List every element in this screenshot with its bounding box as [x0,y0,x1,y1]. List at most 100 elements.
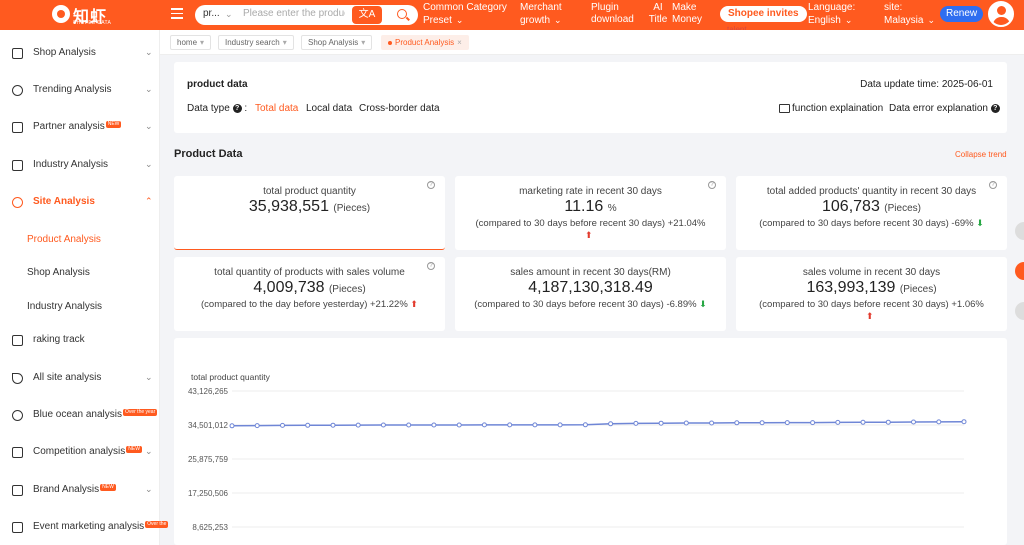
language-select[interactable]: Language: English ⌄ [808,2,868,27]
menu-toggle-icon[interactable] [171,8,183,20]
sidebar-subitem-product-analysis[interactable]: Product Analysis [27,234,101,245]
function-explaination-link[interactable]: function explaination [779,103,883,114]
side-widget-icon[interactable] [1015,262,1024,280]
sidebar-item-all-site-analysis[interactable]: All site analysis ⌄ [0,369,160,389]
help-icon[interactable]: ? [427,262,435,270]
collapse-trend-link[interactable]: Collapse trend [955,150,1007,159]
data-point[interactable] [481,422,487,428]
data-point[interactable] [835,419,841,425]
data-point[interactable] [330,422,336,428]
sidebar-subitem-shop-analysis[interactable]: Shop Analysis [27,267,90,278]
stat-value: 106,783 (Pieces) [736,198,1007,216]
help-icon[interactable]: ? [989,181,997,189]
side-widget-icon[interactable] [1015,302,1024,320]
crumb-label: Industry search [225,38,280,47]
data-point[interactable] [229,423,235,429]
data-error-explanation-link[interactable]: Data error explanation ? [889,103,1000,114]
nav-plugin-download[interactable]: Plugin download [591,2,636,26]
data-point[interactable] [885,419,891,425]
sidebar-item-event-marketing-analysis[interactable]: Event marketing analysis Over the [0,518,169,538]
data-point[interactable] [380,422,386,428]
data-point[interactable] [911,419,916,425]
data-type-local[interactable]: Local data [306,103,353,114]
crumb-product-analysis[interactable]: Product Analysis × [381,35,469,50]
data-point[interactable] [532,422,538,428]
search-type-select[interactable]: pr... ⌄ [203,8,233,19]
search-box: pr... ⌄ 文A [195,5,418,25]
data-point[interactable] [431,422,437,428]
data-type-total[interactable]: Total data [255,103,299,114]
sidebar-item-label: All site analysis [33,372,102,383]
data-point[interactable] [784,420,790,426]
data-point[interactable] [456,422,462,428]
data-point[interactable] [633,420,639,426]
site-select[interactable]: site: Malaysia ⌄ [884,2,939,27]
avatar[interactable] [988,1,1014,27]
data-point[interactable] [709,420,715,426]
help-icon[interactable]: ? [708,181,716,189]
data-point[interactable] [936,419,942,425]
question-icon[interactable]: ? [232,103,242,113]
sidebar-item-raking-track[interactable]: raking track [0,331,160,351]
stat-sales-amount[interactable]: sales amount in recent 30 days(RM) 4,187… [455,257,726,331]
data-point[interactable] [860,419,866,425]
stat-value: 4,009,738 (Pieces) [174,279,445,297]
nav-common-category-preset[interactable]: Common Category Preset ⌄ [423,2,508,27]
data-type-cross-border[interactable]: Cross-border data [359,103,440,114]
sidebar-item-label: Event marketing analysis Over the [33,521,169,532]
stat-sales-volume[interactable]: sales volume in recent 30 days 163,993,1… [736,257,1007,331]
shopee-invites-button[interactable]: Shopee invites [720,6,807,22]
data-point[interactable] [582,422,588,428]
nav-label: Plugin download [591,2,634,25]
sidebar-item-blue-ocean-analysis[interactable]: Blue ocean analysis Over the year [0,406,160,426]
ocean-icon [12,410,23,421]
sidebar-item-brand-analysis[interactable]: Brand Analysis NEW ⌄ [0,481,160,501]
stat-total-product-quantity[interactable]: ? total product quantity 35,938,551 (Pie… [174,176,445,250]
data-point[interactable] [608,421,614,427]
stat-products-with-sales[interactable]: ? total quantity of products with sales … [174,257,445,331]
stat-added-products[interactable]: ? total added products' quantity in rece… [736,176,1007,250]
sidebar-item-label: Site Analysis [33,196,95,207]
chevron-down-icon: ⌄ [145,84,153,94]
data-point[interactable] [683,420,689,426]
crumb-home[interactable]: home ▾ [170,35,212,50]
sidebar-item-competition-analysis[interactable]: Competition analysis NEW ⌄ [0,443,160,463]
compare-text: (compared to 30 days before recent 30 da… [759,299,949,310]
sidebar-item-shop-analysis[interactable]: Shop Analysis ⌄ [0,44,160,64]
crumb-shop-analysis[interactable]: Shop Analysis ▾ [301,35,373,50]
sidebar-item-site-analysis[interactable]: Site Analysis ⌃ [0,193,160,213]
data-point[interactable] [557,422,563,428]
translate-button[interactable]: 文A [352,6,382,24]
data-point[interactable] [305,422,311,428]
competition-icon [12,447,23,458]
data-point[interactable] [406,422,412,428]
close-icon[interactable]: × [457,38,462,47]
data-point[interactable] [658,420,664,426]
help-icon[interactable]: ? [427,181,435,189]
search-icon[interactable] [393,6,413,24]
renew-button[interactable]: Renew [940,6,984,22]
data-point[interactable] [355,422,361,428]
nav-merchant-growth[interactable]: Merchant growth ⌄ [520,2,570,27]
data-point[interactable] [507,422,513,428]
side-widget-icon[interactable] [1015,222,1024,240]
data-point[interactable] [254,423,260,429]
data-point[interactable] [961,419,967,425]
sidebar-subitem-industry-analysis[interactable]: Industry Analysis [27,301,103,312]
search-input[interactable] [243,8,345,19]
brand-logo[interactable]: 知虾 SHOPEE DATA [52,2,114,28]
data-type-colon: : [244,103,248,114]
crumb-industry-search[interactable]: Industry search ▾ [218,35,294,50]
data-point[interactable] [810,420,816,426]
data-point[interactable] [280,422,285,428]
nav-ai-title[interactable]: AI Title [648,2,668,26]
data-point[interactable] [759,420,765,426]
sidebar-item-partner-analysis[interactable]: Partner analysis NEW ⌄ [0,118,160,138]
data-point[interactable] [734,420,740,426]
nav-make-money[interactable]: Make Money [672,2,706,26]
stat-marketing-rate[interactable]: ? marketing rate in recent 30 days 11.16… [455,176,726,250]
sidebar-item-industry-analysis[interactable]: Industry Analysis ⌄ [0,156,160,176]
sidebar-item-trending-analysis[interactable]: Trending Analysis ⌄ [0,81,160,101]
chevron-down-icon: ⌄ [455,15,464,25]
stat-value: 35,938,551 (Pieces) [174,198,445,216]
